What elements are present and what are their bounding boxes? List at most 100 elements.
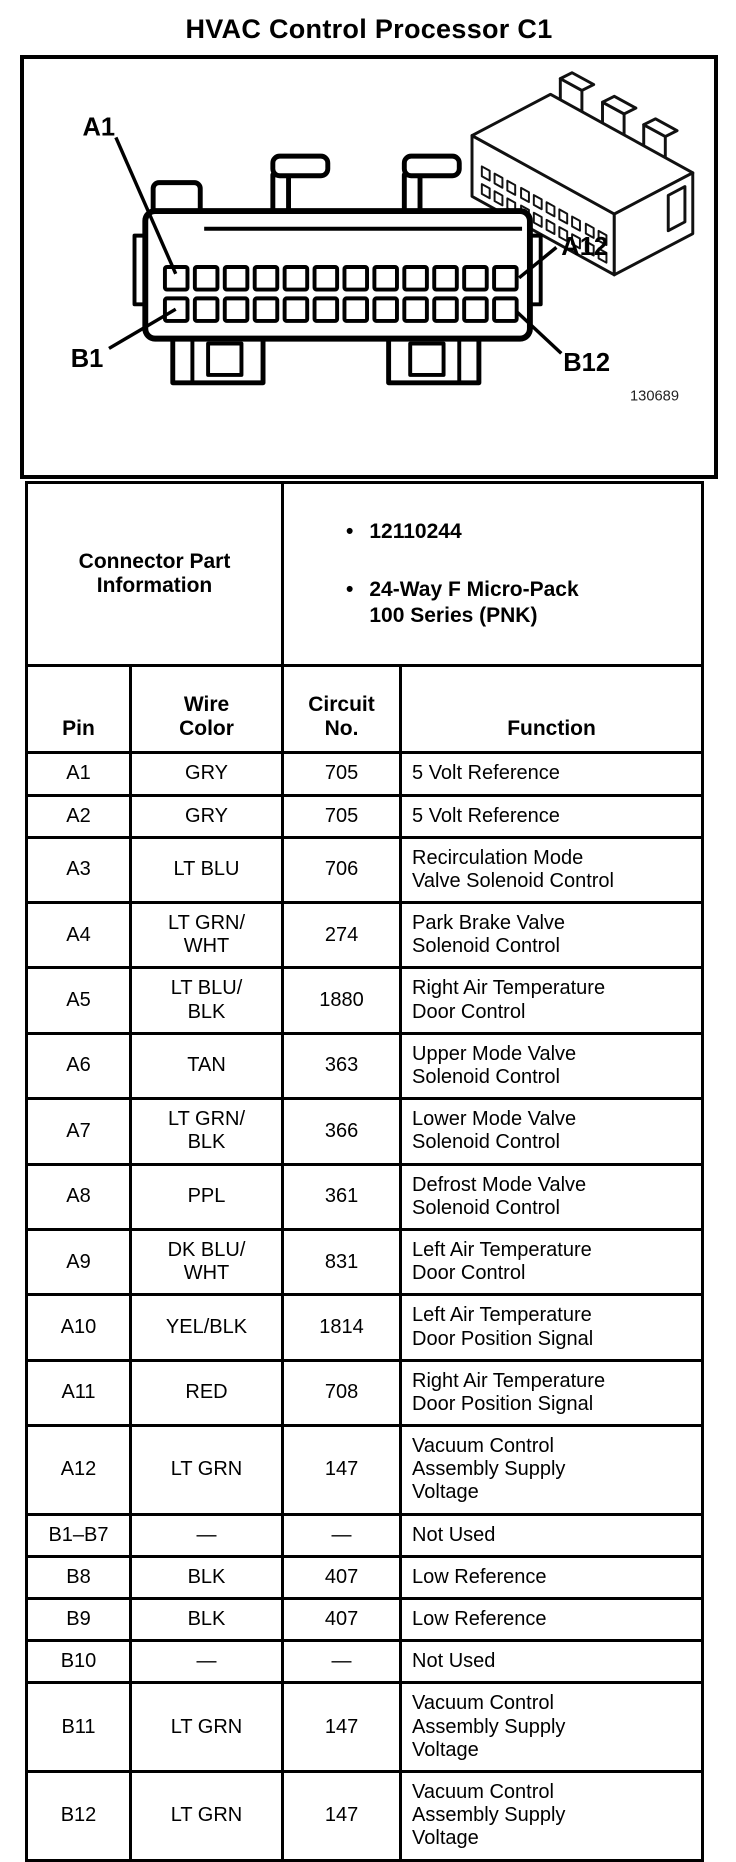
wire-color-cell: — xyxy=(128,1512,285,1558)
pin-cell: A7 xyxy=(25,1097,132,1166)
function-cell: Not Used xyxy=(399,1512,705,1558)
page-title: HVAC Control Processor C1 xyxy=(185,14,553,44)
wire-color-cell: LT GRN/ BLK xyxy=(128,1097,285,1166)
pin-b1-label: B1 xyxy=(71,345,104,373)
wire-color-cell: LT GRN xyxy=(128,1769,285,1862)
wire-color-cell: GRY xyxy=(128,751,285,797)
function-cell: Left Air Temperature Door Control xyxy=(399,1227,705,1297)
table-row: A9 DK BLU/ WHT 831 Left Air Temperature … xyxy=(25,1227,705,1297)
connector-diagram: A1 A12 B1 B12 130689 xyxy=(71,71,695,404)
wire-color-cell: YEL/BLK xyxy=(128,1293,285,1362)
table-row: A3 LT BLU 706 Recirculation Mode Valve S… xyxy=(25,835,705,905)
function-cell: Vacuum Control Assembly Supply Voltage xyxy=(399,1424,705,1516)
circuit-no-cell: 363 xyxy=(281,1031,403,1101)
wire-color-cell: BLK xyxy=(128,1554,285,1601)
circuit-no-cell: 407 xyxy=(281,1554,403,1601)
header-wire-color: Wire Color xyxy=(128,664,285,755)
connector-isometric-view xyxy=(470,71,695,277)
bullet-icon: • xyxy=(346,577,354,601)
function-cell: Defrost Mode Valve Solenoid Control xyxy=(399,1162,705,1231)
connector-part-info-row: Connector Part Information • 12110244 • … xyxy=(24,480,705,668)
pin-cell: A8 xyxy=(25,1162,132,1231)
table-row: A5 LT BLU/ BLK 1880 Right Air Temperatur… xyxy=(25,966,705,1035)
function-cell: Vacuum Control Assembly Supply Voltage xyxy=(399,1769,705,1862)
circuit-no-cell: 1880 xyxy=(281,966,403,1035)
connector-figure: A1 A12 B1 B12 130689 xyxy=(20,55,718,479)
wire-color-cell: LT BLU xyxy=(128,835,285,905)
pin-a12-label: A12 xyxy=(561,233,608,261)
pin-cell: B9 xyxy=(25,1596,132,1643)
function-cell: Lower Mode Valve Solenoid Control xyxy=(399,1097,705,1166)
circuit-no-cell: 706 xyxy=(281,835,403,905)
function-cell: Low Reference xyxy=(399,1554,705,1601)
table-row: B9 BLK 407 Low Reference xyxy=(25,1596,705,1643)
circuit-no-cell: 147 xyxy=(281,1769,403,1862)
pin-cell: A12 xyxy=(25,1424,132,1516)
table-row: B8 BLK 407 Low Reference xyxy=(25,1554,705,1601)
circuit-no-cell: 1814 xyxy=(281,1293,403,1362)
function-cell: Low Reference xyxy=(399,1596,705,1643)
pin-cell: A10 xyxy=(25,1293,132,1362)
connector-front-view xyxy=(108,136,563,386)
wire-color-cell: LT BLU/ BLK xyxy=(128,966,285,1035)
isometric-side-latch xyxy=(666,185,687,233)
circuit-no-cell: 407 xyxy=(281,1596,403,1643)
table-row: B12 LT GRN 147 Vacuum Control Assembly S… xyxy=(25,1769,705,1862)
function-cell: Vacuum Control Assembly Supply Voltage xyxy=(399,1681,705,1773)
connector-part-info-label: Connector Part Information xyxy=(24,480,285,668)
table-row: A10 YEL/BLK 1814 Left Air Temperature Do… xyxy=(25,1293,705,1362)
circuit-no-cell: 831 xyxy=(281,1227,403,1297)
function-cell: Park Brake Valve Solenoid Control xyxy=(399,901,705,970)
header-circuit-no: Circuit No. xyxy=(281,664,403,755)
table-row: A6 TAN 363 Upper Mode Valve Solenoid Con… xyxy=(25,1031,705,1101)
wire-color-cell: GRY xyxy=(128,793,285,839)
wire-color-cell: RED xyxy=(128,1358,285,1428)
pin-cell: A4 xyxy=(25,901,132,970)
pin-cell: B11 xyxy=(25,1681,132,1773)
part-number: 12110244 xyxy=(369,520,462,544)
circuit-no-cell: 274 xyxy=(281,901,403,970)
pin-cell: A5 xyxy=(25,966,132,1035)
circuit-no-cell: 705 xyxy=(281,751,403,797)
wire-color-cell: LT GRN xyxy=(128,1681,285,1773)
pin-cell: B8 xyxy=(25,1554,132,1601)
part-number-item: • 12110244 xyxy=(346,519,695,545)
wire-color-cell: LT GRN/ WHT xyxy=(128,901,285,970)
function-cell: Right Air Temperature Door Position Sign… xyxy=(399,1358,705,1428)
table-row: A8 PPL 361 Defrost Mode Valve Solenoid C… xyxy=(25,1162,705,1231)
leader-lines xyxy=(108,136,563,355)
pin-cell: B10 xyxy=(25,1639,132,1685)
function-cell: Recirculation Mode Valve Solenoid Contro… xyxy=(399,835,705,905)
table-row: A4 LT GRN/ WHT 274 Park Brake Valve Sole… xyxy=(25,901,705,970)
pin-cell: A1 xyxy=(25,751,132,797)
pin-b12-label: B12 xyxy=(563,349,610,377)
connector-pinout-table: Connector Part Information • 12110244 • … xyxy=(24,480,705,1862)
table-row: B11 LT GRN 147 Vacuum Control Assembly S… xyxy=(25,1681,705,1773)
pin-cell: A9 xyxy=(25,1227,132,1297)
circuit-no-cell: 147 xyxy=(281,1424,403,1516)
header-function: Function xyxy=(399,664,705,755)
table-row: B10 — — Not Used xyxy=(25,1639,705,1685)
connector-part-info-values: • 12110244 • 24-Way F Micro-Pack 100 Ser… xyxy=(281,480,705,668)
wire-color-cell: — xyxy=(128,1639,285,1685)
function-cell: 5 Volt Reference xyxy=(399,751,705,797)
function-cell: Not Used xyxy=(399,1639,705,1685)
table-row: A2 GRY 705 5 Volt Reference xyxy=(25,793,705,839)
function-cell: Upper Mode Valve Solenoid Control xyxy=(399,1031,705,1101)
function-cell: 5 Volt Reference xyxy=(399,793,705,839)
table-row: B1–B7 — — Not Used xyxy=(25,1512,705,1558)
circuit-no-cell: 708 xyxy=(281,1358,403,1428)
function-cell: Left Air Temperature Door Position Signa… xyxy=(399,1293,705,1362)
table-row: A11 RED 708 Right Air Temperature Door P… xyxy=(25,1358,705,1428)
wire-color-cell: BLK xyxy=(128,1596,285,1643)
table-row: A12 LT GRN 147 Vacuum Control Assembly S… xyxy=(25,1424,705,1516)
pin-cell: A3 xyxy=(25,835,132,905)
table-row: A7 LT GRN/ BLK 366 Lower Mode Valve Sole… xyxy=(25,1097,705,1166)
pin-grid xyxy=(162,265,519,323)
header-pin: Pin xyxy=(25,664,132,755)
wire-color-cell: LT GRN xyxy=(128,1424,285,1516)
pin-a1-label: A1 xyxy=(83,114,116,142)
wire-color-cell: DK BLU/ WHT xyxy=(128,1227,285,1297)
table-header-row: Pin Wire Color Circuit No. Function xyxy=(25,664,705,755)
